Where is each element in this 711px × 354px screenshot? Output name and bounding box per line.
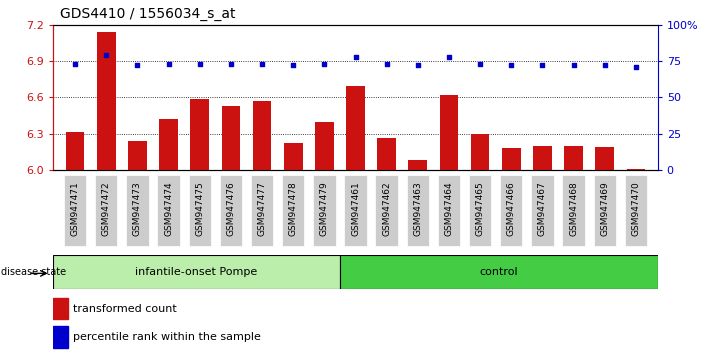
Point <box>443 54 454 59</box>
Text: infantile-onset Pompe: infantile-onset Pompe <box>136 267 258 277</box>
Point <box>257 61 268 67</box>
FancyBboxPatch shape <box>127 175 149 246</box>
Text: disease state: disease state <box>1 267 66 277</box>
Point <box>287 63 299 68</box>
Bar <box>340 255 658 289</box>
Bar <box>222 106 240 170</box>
FancyBboxPatch shape <box>188 175 211 246</box>
FancyBboxPatch shape <box>251 175 273 246</box>
Point <box>630 64 641 70</box>
FancyBboxPatch shape <box>344 175 367 246</box>
Bar <box>408 160 427 170</box>
FancyBboxPatch shape <box>375 175 398 246</box>
FancyBboxPatch shape <box>95 175 117 246</box>
FancyBboxPatch shape <box>157 175 180 246</box>
Point <box>599 63 611 68</box>
Point <box>412 63 424 68</box>
Text: control: control <box>479 267 518 277</box>
Point <box>474 61 486 67</box>
Bar <box>191 98 209 170</box>
Point <box>132 63 143 68</box>
Text: GSM947471: GSM947471 <box>70 182 80 236</box>
Text: GSM947473: GSM947473 <box>133 182 142 236</box>
Bar <box>97 32 116 170</box>
Bar <box>53 326 68 348</box>
FancyBboxPatch shape <box>625 175 647 246</box>
Bar <box>159 119 178 170</box>
Bar <box>128 141 146 170</box>
Bar <box>53 255 340 289</box>
Text: percentile rank within the sample: percentile rank within the sample <box>73 332 261 342</box>
Bar <box>284 143 303 170</box>
Bar <box>626 169 645 170</box>
FancyBboxPatch shape <box>469 175 491 246</box>
Text: GSM947463: GSM947463 <box>413 182 422 236</box>
Bar <box>439 95 459 170</box>
FancyBboxPatch shape <box>562 175 584 246</box>
Text: GSM947472: GSM947472 <box>102 182 111 236</box>
Point <box>381 61 392 67</box>
FancyBboxPatch shape <box>531 175 554 246</box>
Point <box>163 61 174 67</box>
Bar <box>533 146 552 170</box>
Text: GSM947467: GSM947467 <box>538 182 547 236</box>
Text: GSM947461: GSM947461 <box>351 182 360 236</box>
Text: GSM947470: GSM947470 <box>631 182 641 236</box>
Text: GSM947475: GSM947475 <box>196 182 204 236</box>
Text: GSM947479: GSM947479 <box>320 182 329 236</box>
Point <box>568 63 579 68</box>
Text: GSM947477: GSM947477 <box>257 182 267 236</box>
Point <box>225 61 237 67</box>
Text: GSM947462: GSM947462 <box>382 182 391 236</box>
FancyBboxPatch shape <box>438 175 460 246</box>
Bar <box>378 138 396 170</box>
Bar <box>595 147 614 170</box>
Text: transformed count: transformed count <box>73 303 176 314</box>
Bar <box>66 132 85 170</box>
Text: GSM947469: GSM947469 <box>600 182 609 236</box>
Text: GDS4410 / 1556034_s_at: GDS4410 / 1556034_s_at <box>60 7 236 21</box>
Text: GSM947474: GSM947474 <box>164 182 173 236</box>
Bar <box>502 148 520 170</box>
Text: GSM947468: GSM947468 <box>569 182 578 236</box>
FancyBboxPatch shape <box>500 175 523 246</box>
FancyBboxPatch shape <box>594 175 616 246</box>
Point <box>350 54 361 59</box>
Point <box>70 61 81 67</box>
Bar <box>565 146 583 170</box>
Bar <box>346 86 365 170</box>
Text: GSM947476: GSM947476 <box>226 182 235 236</box>
Text: GSM947466: GSM947466 <box>507 182 515 236</box>
Point <box>537 63 548 68</box>
FancyBboxPatch shape <box>64 175 86 246</box>
Bar <box>53 298 68 319</box>
FancyBboxPatch shape <box>282 175 304 246</box>
Point <box>194 61 205 67</box>
Point <box>100 52 112 58</box>
Bar <box>471 133 489 170</box>
Point <box>506 63 517 68</box>
Text: GSM947465: GSM947465 <box>476 182 485 236</box>
Text: GSM947478: GSM947478 <box>289 182 298 236</box>
FancyBboxPatch shape <box>407 175 429 246</box>
Bar <box>252 101 272 170</box>
FancyBboxPatch shape <box>313 175 336 246</box>
Point <box>319 61 330 67</box>
Text: GSM947464: GSM947464 <box>444 182 454 236</box>
FancyBboxPatch shape <box>220 175 242 246</box>
Bar <box>315 121 333 170</box>
